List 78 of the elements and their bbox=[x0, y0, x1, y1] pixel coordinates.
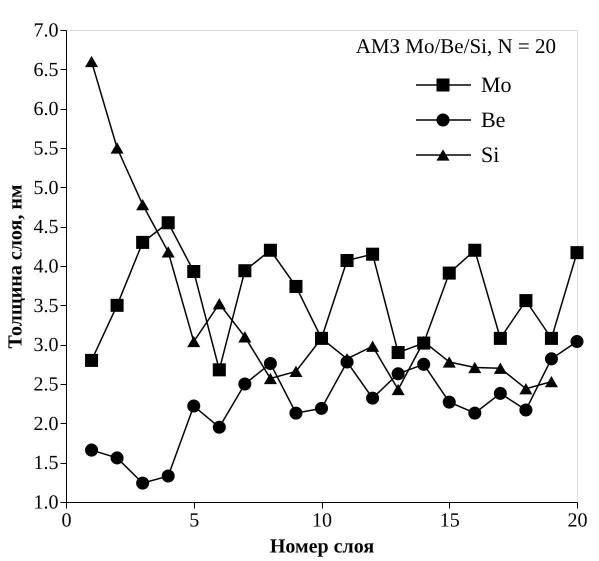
point bbox=[544, 376, 558, 388]
point bbox=[392, 346, 405, 360]
x-tick-label: 10 bbox=[312, 510, 332, 532]
point bbox=[136, 198, 150, 210]
point bbox=[238, 264, 252, 278]
point bbox=[570, 246, 584, 260]
point bbox=[468, 406, 482, 420]
point bbox=[187, 336, 200, 348]
point bbox=[238, 331, 252, 342]
point bbox=[340, 254, 354, 268]
point bbox=[289, 406, 302, 420]
legend-label: Si bbox=[481, 142, 500, 167]
point bbox=[442, 356, 456, 368]
y-tick-label: 6.0 bbox=[34, 98, 58, 120]
point bbox=[264, 357, 277, 370]
point bbox=[264, 372, 277, 384]
point bbox=[187, 400, 200, 413]
y-tick-label: 1.0 bbox=[34, 492, 58, 514]
y-tick-label: 1.5 bbox=[34, 452, 58, 474]
y-tick-label: 4.5 bbox=[34, 216, 58, 238]
point bbox=[468, 244, 482, 257]
point bbox=[212, 298, 226, 310]
point bbox=[212, 363, 226, 376]
point bbox=[85, 444, 98, 457]
y-tick-label: 3.0 bbox=[34, 334, 58, 356]
x-tick-label: 20 bbox=[568, 510, 588, 532]
point bbox=[289, 366, 302, 378]
point bbox=[264, 244, 277, 257]
point bbox=[187, 264, 200, 278]
point bbox=[289, 280, 302, 293]
y-tick-label: 2.5 bbox=[34, 374, 58, 396]
point bbox=[570, 335, 584, 348]
y-tick-label: 2.0 bbox=[34, 412, 58, 435]
x-tick-label: 5 bbox=[189, 510, 200, 532]
y-tick-label: 3.5 bbox=[34, 294, 58, 317]
chart-title: АМЗ Mo/Be/Si, N = 20 bbox=[356, 34, 556, 58]
point bbox=[494, 386, 507, 400]
point bbox=[392, 384, 405, 396]
y-tick-label: 6.5 bbox=[34, 58, 58, 81]
point bbox=[519, 383, 532, 394]
point bbox=[110, 451, 124, 464]
point bbox=[85, 56, 98, 68]
point bbox=[366, 248, 380, 261]
y-tick-label: 5.0 bbox=[34, 176, 58, 199]
point bbox=[494, 332, 507, 345]
point bbox=[238, 377, 252, 391]
point bbox=[110, 142, 124, 154]
point bbox=[442, 266, 456, 280]
point bbox=[85, 354, 98, 367]
point bbox=[544, 352, 558, 366]
point bbox=[442, 396, 456, 409]
x-tick-label: 15 bbox=[440, 510, 460, 532]
point bbox=[366, 340, 380, 352]
point bbox=[392, 367, 405, 380]
point bbox=[212, 420, 226, 434]
point bbox=[417, 358, 430, 371]
point bbox=[519, 294, 532, 308]
legend-label: Be bbox=[481, 107, 506, 132]
point bbox=[136, 476, 150, 490]
point bbox=[162, 246, 175, 258]
point bbox=[544, 332, 558, 345]
x-tick-label: 0 bbox=[62, 510, 72, 532]
point bbox=[519, 403, 532, 416]
x-axis-title: Номер слоя bbox=[270, 536, 374, 558]
point bbox=[136, 236, 150, 249]
point bbox=[366, 392, 380, 405]
y-tick-label: 4.0 bbox=[34, 256, 58, 278]
point bbox=[110, 298, 124, 312]
point bbox=[494, 362, 507, 374]
point bbox=[162, 470, 175, 483]
y-axis-title: Толщина слоя, нм bbox=[4, 184, 26, 349]
point bbox=[162, 216, 175, 230]
point bbox=[468, 362, 482, 374]
point bbox=[314, 402, 328, 415]
legend-label: Mo bbox=[481, 72, 512, 97]
y-tick-label: 7.0 bbox=[34, 20, 58, 42]
point bbox=[340, 353, 354, 364]
y-tick-label: 5.5 bbox=[34, 138, 58, 160]
